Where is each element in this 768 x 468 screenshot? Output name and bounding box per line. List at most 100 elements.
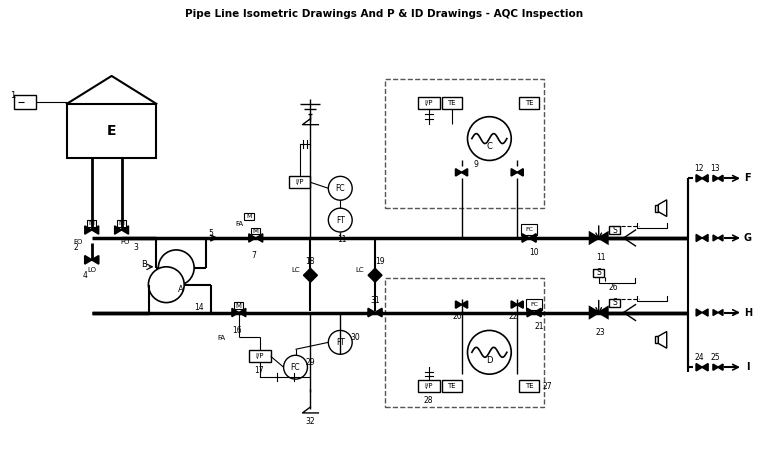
Text: TE: TE <box>447 383 456 389</box>
Polygon shape <box>590 233 599 243</box>
Text: S: S <box>612 298 617 307</box>
Text: 26: 26 <box>609 283 618 292</box>
Text: C: C <box>486 142 492 151</box>
Bar <box>655 336 658 344</box>
Text: FC: FC <box>525 227 533 232</box>
Text: S: S <box>596 268 601 277</box>
Bar <box>88 219 96 227</box>
Text: F: F <box>744 173 751 183</box>
Text: 32: 32 <box>306 417 315 426</box>
Text: LO: LO <box>88 267 96 273</box>
Text: G: G <box>744 233 752 243</box>
Bar <box>251 227 260 234</box>
Text: 4: 4 <box>82 271 88 280</box>
Text: LC: LC <box>356 267 365 273</box>
Text: 23: 23 <box>596 328 605 337</box>
Bar <box>289 176 310 188</box>
Polygon shape <box>599 233 607 243</box>
Polygon shape <box>696 175 702 182</box>
Text: D: D <box>486 356 492 365</box>
Text: A: A <box>178 285 184 294</box>
Text: 28: 28 <box>424 395 433 404</box>
Text: FC: FC <box>291 363 300 372</box>
Polygon shape <box>713 235 718 241</box>
Polygon shape <box>375 308 382 317</box>
Circle shape <box>283 355 307 379</box>
Bar <box>418 97 439 109</box>
Text: 1: 1 <box>9 91 15 100</box>
Polygon shape <box>121 226 128 234</box>
Polygon shape <box>256 234 263 242</box>
Polygon shape <box>713 309 718 315</box>
Text: M: M <box>118 220 124 226</box>
Bar <box>519 380 539 392</box>
Polygon shape <box>599 307 607 318</box>
Text: 20: 20 <box>453 312 462 321</box>
Polygon shape <box>517 301 523 308</box>
Polygon shape <box>702 234 708 241</box>
Polygon shape <box>522 234 529 242</box>
Bar <box>243 213 253 220</box>
Polygon shape <box>249 234 256 242</box>
Text: I/P: I/P <box>425 100 433 106</box>
Bar <box>609 226 621 234</box>
Polygon shape <box>696 309 702 316</box>
Polygon shape <box>713 364 718 370</box>
Text: I/P: I/P <box>295 179 304 185</box>
Text: 17: 17 <box>254 366 263 375</box>
Text: FA: FA <box>217 336 225 341</box>
Text: FT: FT <box>336 338 345 347</box>
Text: 2: 2 <box>74 243 78 252</box>
Text: M: M <box>246 214 251 219</box>
Polygon shape <box>702 364 708 371</box>
Text: 11: 11 <box>337 235 347 244</box>
Polygon shape <box>462 169 468 176</box>
Circle shape <box>468 330 511 374</box>
Text: 9: 9 <box>473 160 478 169</box>
Text: M: M <box>89 220 94 226</box>
Text: FC: FC <box>530 301 538 307</box>
Polygon shape <box>527 308 534 317</box>
Bar <box>521 224 537 235</box>
Polygon shape <box>696 364 702 371</box>
Text: 27: 27 <box>542 381 552 391</box>
Polygon shape <box>658 331 667 348</box>
Bar <box>385 278 544 407</box>
Text: E: E <box>107 124 117 138</box>
Text: FC: FC <box>336 184 345 193</box>
Polygon shape <box>517 169 523 176</box>
Polygon shape <box>696 234 702 241</box>
Bar <box>418 380 439 392</box>
Polygon shape <box>84 226 91 234</box>
Circle shape <box>148 267 184 303</box>
Polygon shape <box>718 176 723 181</box>
Text: TE: TE <box>447 100 456 106</box>
Text: LC: LC <box>291 267 300 273</box>
Circle shape <box>329 176 353 200</box>
Circle shape <box>329 208 353 232</box>
Polygon shape <box>368 308 375 317</box>
Polygon shape <box>718 309 723 315</box>
Polygon shape <box>713 176 718 181</box>
Polygon shape <box>462 301 468 308</box>
Circle shape <box>329 330 353 354</box>
Text: 21: 21 <box>535 322 544 331</box>
Text: TE: TE <box>525 383 534 389</box>
Polygon shape <box>718 235 723 241</box>
Text: M: M <box>253 228 259 234</box>
Text: M: M <box>236 303 242 308</box>
Text: I/P: I/P <box>425 383 433 389</box>
Bar <box>609 299 621 307</box>
Text: 13: 13 <box>710 164 720 173</box>
Text: B: B <box>141 260 147 269</box>
Text: 31: 31 <box>370 296 380 305</box>
Text: 22: 22 <box>508 312 518 321</box>
Text: 24: 24 <box>694 353 704 362</box>
Circle shape <box>468 117 511 161</box>
Text: I/P: I/P <box>256 353 264 359</box>
Text: 11: 11 <box>596 253 605 263</box>
Text: 12: 12 <box>694 164 703 173</box>
Polygon shape <box>658 200 667 217</box>
Bar <box>526 299 542 309</box>
Bar <box>593 269 604 277</box>
